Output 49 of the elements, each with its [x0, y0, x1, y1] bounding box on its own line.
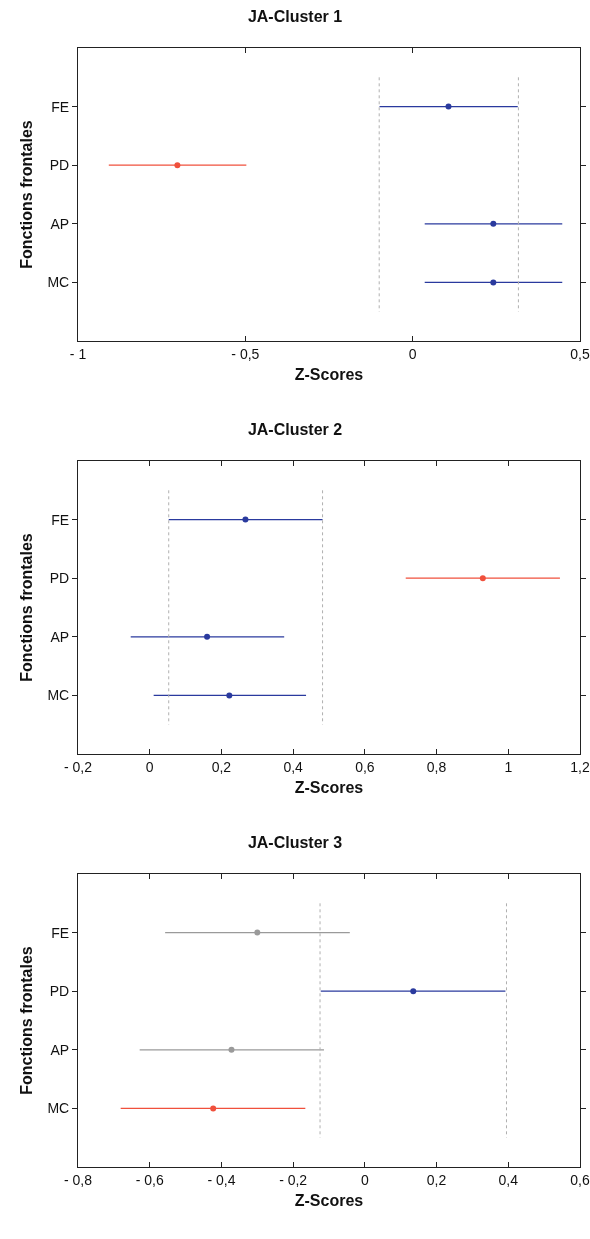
point — [479, 575, 486, 582]
x-tick-label: 0,4 — [498, 1171, 519, 1188]
x-tick-label: - 0,2 — [279, 1171, 308, 1188]
x-tick-label: - 0,5 — [231, 345, 260, 362]
y-tick-label: FE — [51, 511, 70, 528]
y-axis-title: Fonctions frontales — [18, 533, 36, 682]
x-tick-label: 0 — [408, 345, 417, 362]
y-axis-title: Fonctions frontales — [18, 946, 36, 1095]
x-tick-label: 0,6 — [355, 758, 375, 775]
x-axis-title: Z-Scores — [294, 1192, 364, 1210]
x-tick-label: 0,4 — [283, 758, 304, 775]
y-tick-label: AP — [50, 215, 70, 232]
y-tick-label: PD — [49, 983, 70, 1000]
y-tick-label: MC — [47, 687, 70, 704]
y-tick-label: FE — [51, 98, 70, 115]
chart-title: JA-Cluster 2 — [247, 420, 343, 438]
x-tick-label: 0,8 — [426, 758, 447, 775]
y-axis-title: Fonctions frontales — [18, 120, 36, 269]
point — [204, 633, 211, 640]
x-tick-label: - 0,2 — [63, 758, 93, 775]
y-tick-label: PD — [49, 570, 70, 587]
point — [254, 929, 261, 936]
y-tick-label: MC — [47, 1100, 70, 1117]
chart-title: JA-Cluster 3 — [247, 833, 343, 851]
y-tick-label: AP — [50, 1041, 70, 1058]
x-tick-label: 0 — [360, 1171, 369, 1188]
x-tick-label: 0,6 — [570, 1171, 590, 1188]
chart-title: JA-Cluster 1 — [247, 7, 343, 25]
y-tick-label: PD — [49, 157, 70, 174]
x-tick-label: 1 — [504, 758, 513, 775]
point — [226, 692, 233, 699]
x-tick-label: 1,2 — [570, 758, 590, 775]
x-tick-label: - 0,6 — [135, 1171, 164, 1188]
point — [410, 988, 417, 995]
x-tick-label: 0,5 — [570, 345, 590, 362]
x-axis-title: Z-Scores — [294, 366, 364, 384]
x-tick-label: - 0,8 — [63, 1171, 93, 1188]
y-tick-label: MC — [47, 274, 70, 291]
x-tick-label: 0 — [145, 758, 154, 775]
x-tick-label: - 1 — [69, 345, 87, 362]
x-tick-label: - 0,4 — [207, 1171, 236, 1188]
y-tick-label: FE — [51, 924, 70, 941]
point — [242, 516, 249, 523]
point — [210, 1105, 217, 1112]
x-axis-title: Z-Scores — [294, 779, 364, 797]
y-tick-label: AP — [50, 628, 70, 645]
point — [228, 1046, 235, 1053]
x-tick-label: 0,2 — [211, 758, 232, 775]
x-tick-label: 0,2 — [426, 1171, 447, 1188]
